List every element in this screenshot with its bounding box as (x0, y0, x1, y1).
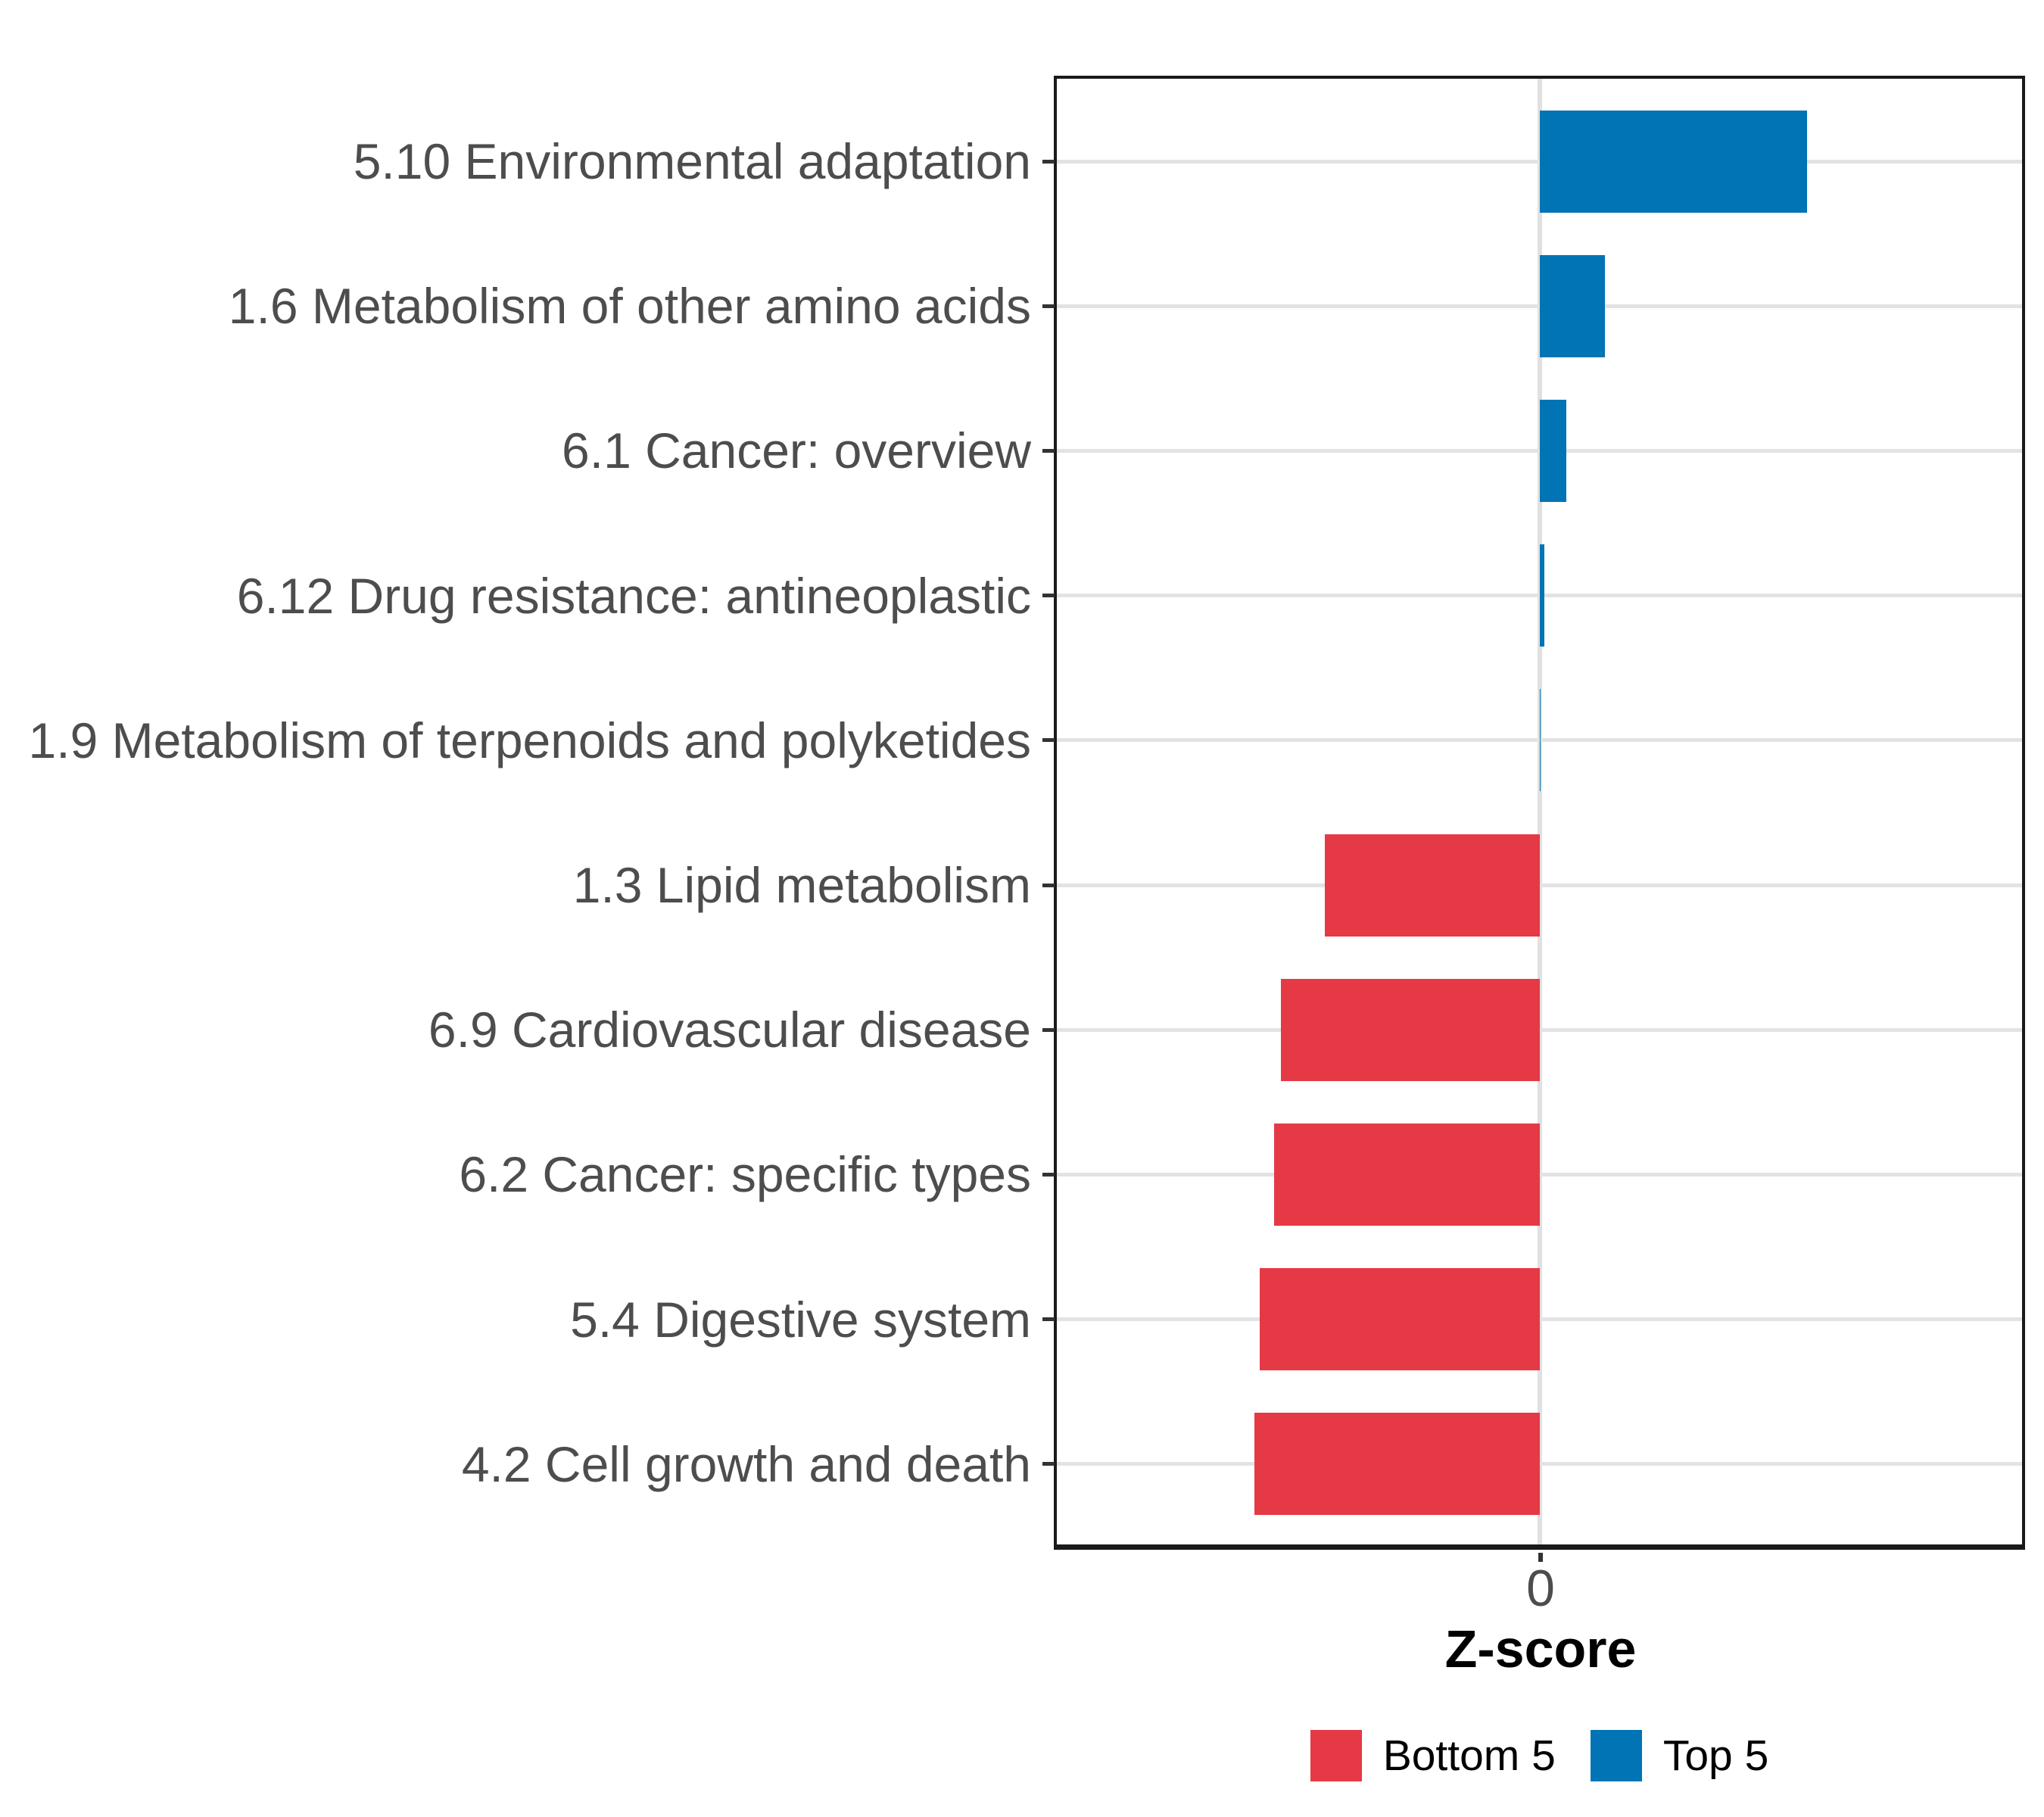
gridline (1057, 1462, 2022, 1466)
x-axis-title: Z-score (1444, 1619, 1637, 1678)
legend-swatch-top5 (1590, 1730, 1642, 1781)
legend-swatch-bottom5 (1310, 1730, 1362, 1781)
bar (1259, 1268, 1540, 1371)
legend: Bottom 5 Top 5 (1054, 1728, 2025, 1783)
y-axis-tick-mark (1042, 304, 1055, 308)
y-axis-label: 6.9 Cardiovascular disease (428, 1002, 1031, 1058)
x-axis-tick-mark (1538, 1553, 1543, 1562)
gridline (1057, 1317, 2022, 1322)
y-axis-label: 5.10 Environmental adaptation (353, 133, 1031, 189)
gridline (1057, 883, 2022, 887)
y-axis-tick-mark (1042, 594, 1055, 598)
plot-panel (1054, 76, 2025, 1550)
bar (1539, 399, 1566, 502)
y-axis-label: 1.6 Metabolism of other amino acids (228, 278, 1031, 335)
y-axis-tick-mark (1042, 738, 1055, 743)
bar (1539, 254, 1605, 357)
gridline (1057, 1172, 2022, 1177)
y-axis-tick-mark (1042, 159, 1055, 164)
y-axis-label: 1.3 Lipid metabolism (572, 857, 1031, 913)
plot-area (1057, 79, 2022, 1544)
y-axis-tick-mark (1042, 1172, 1055, 1177)
y-axis-label: 1.9 Metabolism of terpenoids and polyket… (28, 712, 1031, 768)
y-axis-label: 5.4 Digestive system (570, 1291, 1031, 1348)
bar (1539, 544, 1544, 647)
bar (1539, 110, 1808, 213)
y-axis-tick-mark (1042, 1027, 1055, 1032)
bar (1254, 1413, 1540, 1516)
y-axis-label: 4.2 Cell growth and death (461, 1435, 1031, 1492)
y-axis-tick-mark (1042, 883, 1055, 887)
legend-label-bottom5: Bottom 5 (1382, 1731, 1556, 1780)
y-axis-label: 6.12 Drug resistance: antineoplastic (236, 567, 1031, 624)
bar (1281, 978, 1540, 1081)
y-axis-label: 6.2 Cancer: specific types (459, 1146, 1031, 1203)
x-axis-tick-label: 0 (1526, 1560, 1555, 1617)
y-axis-label: 6.1 Cancer: overview (562, 422, 1031, 479)
y-axis-tick-mark (1042, 448, 1055, 453)
bar (1539, 689, 1541, 792)
bar (1273, 1123, 1540, 1226)
legend-label-top5: Top 5 (1662, 1731, 1769, 1780)
gridline (1057, 1027, 2022, 1032)
y-axis-tick-mark (1042, 1462, 1055, 1466)
bar (1324, 834, 1540, 937)
zero-gridline (1537, 79, 1542, 1544)
y-axis-tick-mark (1042, 1317, 1055, 1322)
